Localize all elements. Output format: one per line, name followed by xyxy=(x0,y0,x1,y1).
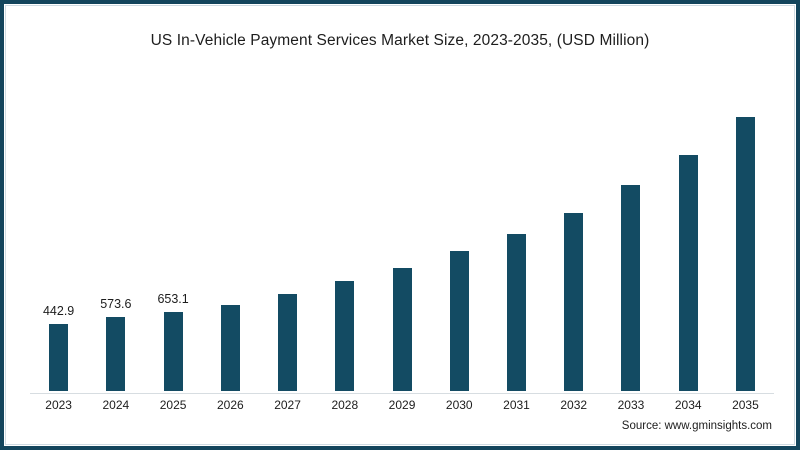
bar xyxy=(735,117,755,391)
bar xyxy=(449,251,469,391)
x-axis-tick-labels: 2023 2024 2025 2026 2027 2028 2029 2030 2031 2032… xyxy=(30,398,774,412)
bar-group xyxy=(602,64,659,391)
x-axis-tick-2031: 2031 xyxy=(503,398,530,412)
bar-group: 653.1 xyxy=(144,64,201,391)
bar xyxy=(49,324,69,391)
bar xyxy=(163,312,183,391)
bar-group xyxy=(488,64,545,391)
bar-group xyxy=(202,64,259,391)
x-axis-line xyxy=(30,393,774,394)
bar xyxy=(278,294,298,391)
bar-group xyxy=(373,64,430,391)
bar-group xyxy=(316,64,373,391)
x-axis-tick-2029: 2029 xyxy=(388,398,416,412)
x-axis-tick-2025: 2025 xyxy=(159,398,187,412)
bar-value-label: 442.9 xyxy=(42,303,75,318)
bar-series: 442.9 573.6 653.1 xyxy=(30,64,774,391)
bar xyxy=(621,185,641,391)
bar xyxy=(506,234,526,391)
source-attribution: Source: www.gminsights.com xyxy=(621,420,772,432)
bar xyxy=(564,213,584,391)
x-axis-tick-2028: 2028 xyxy=(331,398,359,412)
bar-group xyxy=(431,64,488,391)
chart-title: US In-Vehicle Payment Services Market Si… xyxy=(150,32,650,49)
x-axis-tick-2032: 2032 xyxy=(560,398,588,412)
bar xyxy=(678,155,698,391)
bar-value-label: 573.6 xyxy=(100,296,132,311)
bar xyxy=(335,281,355,391)
x-axis-tick-2035: 2035 xyxy=(732,398,759,412)
x-axis-tick-2034: 2034 xyxy=(674,398,702,412)
bar-group xyxy=(545,64,602,391)
bar xyxy=(106,317,126,391)
x-axis-tick-2023: 2023 xyxy=(45,398,72,412)
bar-group xyxy=(259,64,316,391)
bar-group: 573.6 xyxy=(87,64,144,391)
bar-group: 442.9 xyxy=(30,64,87,391)
x-axis-tick-2033: 2033 xyxy=(617,398,645,412)
x-axis-tick-2030: 2030 xyxy=(445,398,473,412)
x-axis-tick-2024: 2024 xyxy=(102,398,130,412)
x-axis-tick-2026: 2026 xyxy=(216,398,244,412)
bar xyxy=(392,268,412,391)
bar-group xyxy=(717,64,774,391)
bar-value-label: 653.1 xyxy=(157,291,189,306)
bar-group xyxy=(660,64,717,391)
plot-area: 442.9 573.6 653.1 xyxy=(30,64,774,394)
bar xyxy=(220,305,240,391)
x-axis-tick-2027: 2027 xyxy=(274,398,301,412)
